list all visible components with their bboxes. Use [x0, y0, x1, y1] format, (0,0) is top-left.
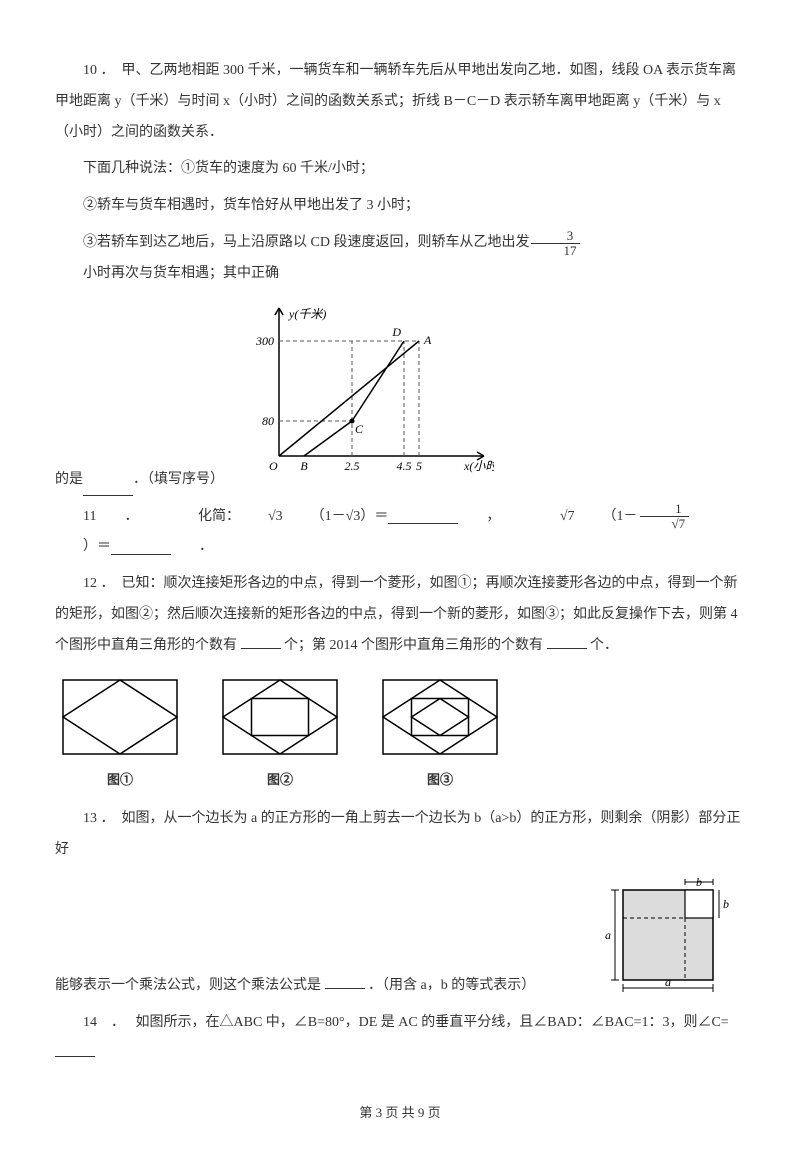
- q12-fig3-label: 图③: [375, 766, 505, 795]
- q13-text-wrap: 能够表示一个乘法公式，则这个乘法公式是 ．（用含 a，b 的等式表示）: [55, 971, 585, 1002]
- q10-bottom-row: 的是 ．（填写序号） 300 80 2.5 4.5 5 A D C B Oy(千米) x(小时): [55, 296, 745, 496]
- q14-text: 如图所示，在△ABC 中，∠B=80°，DE 是 AC 的垂直平分线，且∠BAD…: [136, 1015, 729, 1030]
- q11-dot: ．: [96, 502, 138, 533]
- q11-e2b: （1－: [575, 502, 638, 533]
- q11-frac-den: √7: [640, 517, 690, 531]
- svg-text:D: D: [391, 325, 401, 339]
- svg-text:O: O: [269, 459, 278, 473]
- q12-fig2: 图②: [215, 672, 345, 795]
- svg-text:C: C: [355, 422, 364, 436]
- q13-fig: aabb: [605, 872, 745, 1002]
- q10-s3: ③若轿车到达乙地后，马上沿原路以 CD 段速度返回，则轿车从乙地出发 3 17 …: [55, 228, 745, 290]
- svg-text:a: a: [605, 928, 611, 942]
- q12-fig3: 图③: [375, 672, 505, 795]
- q13-line1: 13 ． 如图，从一个边长为 a 的正方形的一角上剪去一个边长为 b（a>b）的…: [55, 804, 745, 866]
- q13-dot: ．: [101, 811, 115, 826]
- q11-frac: 1 √7: [640, 502, 690, 532]
- q14: 14 ． 如图所示，在△ABC 中，∠B=80°，DE 是 AC 的垂直平分线，…: [55, 1008, 745, 1070]
- q10-dot: ．: [101, 63, 115, 78]
- q10-s2: ②轿车与货车相遇时，货车恰好从甲地出发了 3 小时；: [55, 191, 745, 222]
- svg-text:300: 300: [255, 334, 274, 348]
- q11: 11 ． 化简： √3 （1－√3）＝ ， √7 （1－ 1 √7 ）＝ ．: [55, 502, 745, 564]
- q11-num: 11: [55, 502, 96, 533]
- q11-blank2[interactable]: [111, 540, 171, 555]
- q12-fig1: 图①: [55, 672, 185, 795]
- q11-period: ．: [171, 532, 213, 563]
- svg-text:A: A: [423, 333, 432, 347]
- q10-s1: 下面几种说法：①货车的速度为 60 千米/小时；: [55, 154, 745, 185]
- svg-text:B: B: [300, 459, 308, 473]
- q10-frac-num: 3: [531, 229, 580, 244]
- q11-e1a: √3: [240, 502, 283, 533]
- q13-row: 能够表示一个乘法公式，则这个乘法公式是 ．（用含 a，b 的等式表示） aabb: [55, 872, 745, 1002]
- q12-dot: ．: [101, 576, 115, 591]
- q10-frac-den: 17: [531, 244, 580, 258]
- svg-text:5: 5: [416, 459, 422, 473]
- q10-s4b: ．（填写序号）: [133, 465, 224, 496]
- q12-figs: 图① 图② 图③: [55, 672, 745, 795]
- page-footer: 第 3 页 共 9 页: [55, 1099, 745, 1128]
- q11-e2a: √7: [532, 502, 575, 533]
- svg-text:y(千米): y(千米): [288, 307, 326, 321]
- q12-end: 个．: [590, 638, 618, 653]
- q10-s3a: ③若轿车到达乙地后，马上沿原路以 CD 段速度返回，则轿车从乙地出发: [55, 228, 529, 259]
- q10-text-a: 甲、乙两地相距 300 千米，一辆货车和一辆轿车先后从甲地出发向乙地．如图，线段…: [55, 63, 736, 140]
- q11-e1b: （1－√3）＝: [283, 502, 389, 533]
- q13-num: 13: [83, 811, 97, 826]
- svg-text:4.5: 4.5: [397, 459, 412, 473]
- q10-line1: 10 ． 甲、乙两地相距 300 千米，一辆货车和一辆轿车先后从甲地出发向乙地．…: [55, 56, 745, 148]
- svg-text:x(小时): x(小时): [463, 459, 494, 473]
- q10-chart: 300 80 2.5 4.5 5 A D C B Oy(千米) x(小时): [234, 296, 494, 496]
- q14-num: 14: [83, 1015, 97, 1030]
- q12-mid: 个；第 2014 个图形中直角三角形的个数有: [284, 638, 543, 653]
- q12-fig1-label: 图①: [55, 766, 185, 795]
- svg-text:b: b: [723, 897, 729, 911]
- q10-frac: 3 17: [531, 229, 580, 259]
- q11-blank1[interactable]: [388, 509, 458, 524]
- q11-e2c: ）＝: [55, 532, 111, 563]
- q11-frac-num: 1: [640, 502, 690, 517]
- svg-text:2.5: 2.5: [345, 459, 360, 473]
- q13-t1: 如图，从一个边长为 a 的正方形的一角上剪去一个边长为 b（a>b）的正方形，则…: [55, 811, 740, 857]
- q12: 12 ． 已知：顺次连接矩形各边的中点，得到一个菱形，如图①；再顺次连接菱形各边…: [55, 569, 745, 661]
- q11-label: 化简：: [170, 502, 240, 533]
- q14-blank[interactable]: [55, 1042, 95, 1057]
- q10-num: 10: [83, 63, 97, 78]
- q12-fig2-label: 图②: [215, 766, 345, 795]
- q14-dot: ．: [111, 1015, 125, 1030]
- q10-s4a: 的是: [55, 465, 83, 496]
- svg-text:80: 80: [262, 414, 274, 428]
- q12-blank1[interactable]: [241, 634, 281, 649]
- q13-blank[interactable]: [325, 974, 365, 989]
- svg-text:a: a: [665, 975, 671, 989]
- q10-blank[interactable]: [83, 481, 133, 496]
- q13-t3: ．（用含 a，b 的等式表示）: [368, 978, 535, 993]
- q11-comma: ，: [458, 502, 500, 533]
- q12-blank2[interactable]: [547, 634, 587, 649]
- q13-t2: 能够表示一个乘法公式，则这个乘法公式是: [55, 978, 321, 993]
- q10-s3b: 小时再次与货车相遇；其中正确: [55, 259, 279, 290]
- q12-num: 12: [83, 576, 97, 591]
